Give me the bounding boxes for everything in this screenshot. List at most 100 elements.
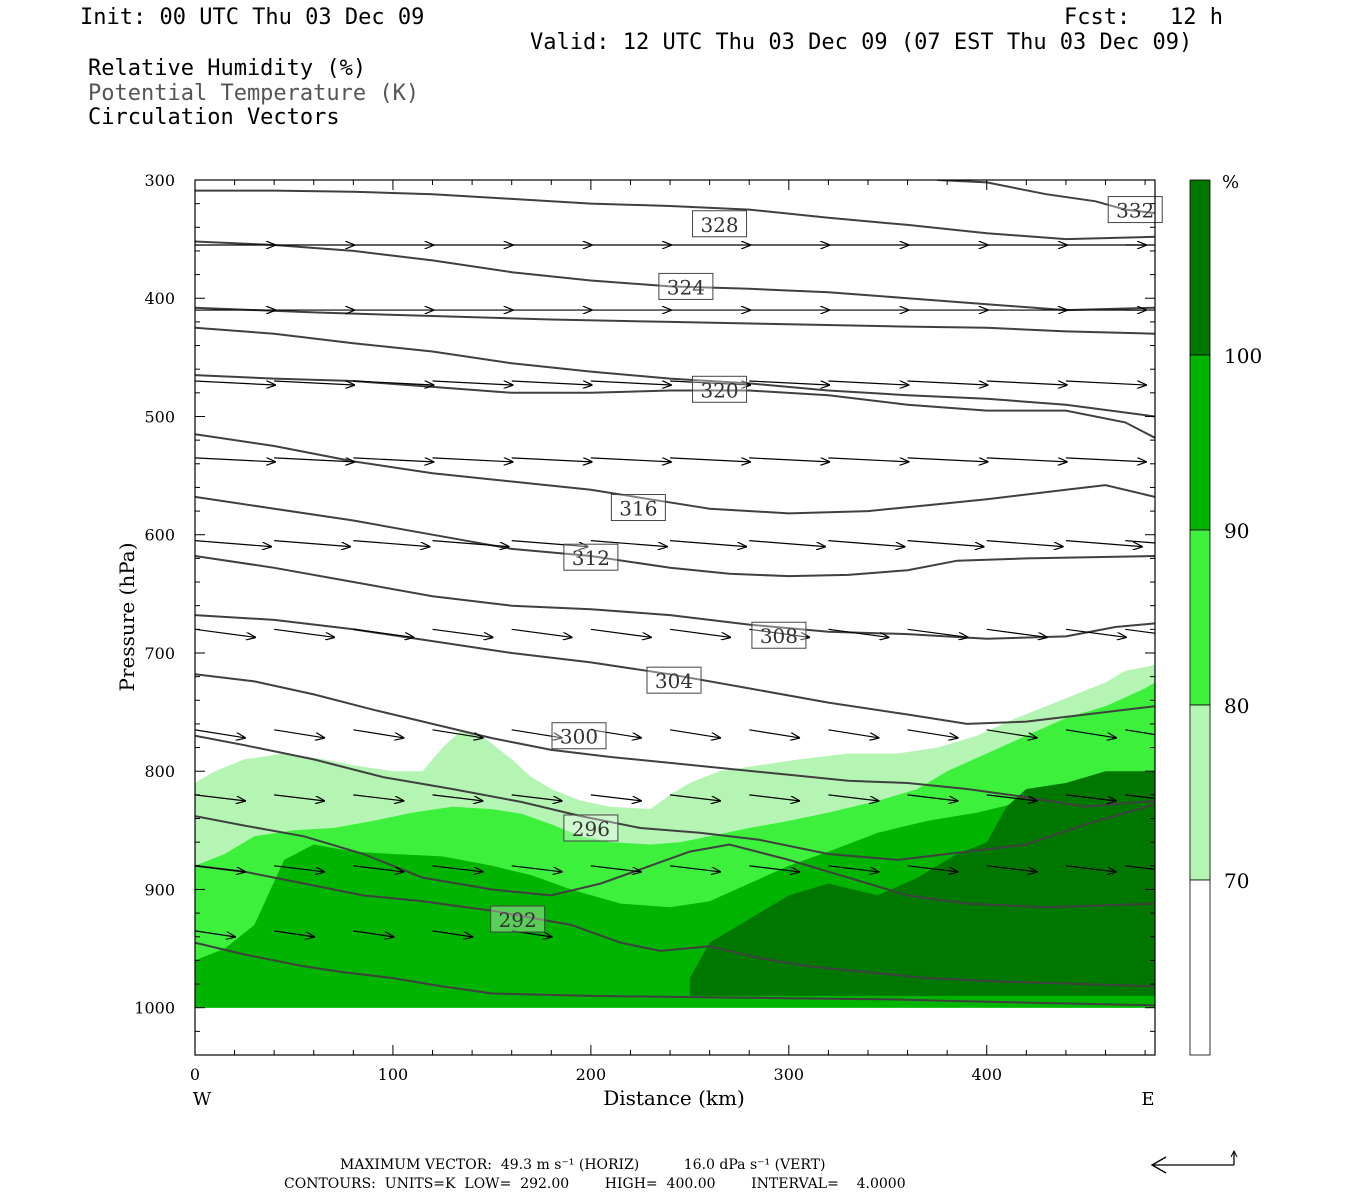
vector-8-8	[828, 865, 878, 872]
vector-4-9	[907, 540, 984, 547]
isentrope-label-332: 332	[1107, 196, 1163, 224]
vector-2-9	[907, 380, 988, 385]
vector-3-8	[828, 457, 908, 462]
vector-4-2	[353, 540, 429, 547]
vector-7-7	[749, 794, 799, 801]
vector-8-6	[669, 865, 720, 872]
vector-5-1	[274, 628, 334, 637]
vector-2-6	[670, 380, 750, 385]
colorbar-label-100: 100	[1224, 344, 1262, 368]
vector-7-8	[828, 794, 878, 801]
isentrope-unlabeled-11	[195, 306, 1155, 335]
x-tick-label-400: 400	[971, 1065, 1002, 1084]
vector-7-3	[432, 794, 483, 801]
vector-4-3	[432, 540, 509, 547]
plot-frame	[194, 179, 1156, 1056]
vector-8-5	[590, 865, 641, 872]
vector-6-2	[353, 729, 403, 738]
vector-4-7	[749, 540, 825, 547]
rh-shading	[195, 664, 1155, 1008]
colorbar-segment-0	[1189, 179, 1211, 356]
vector-5-4	[511, 628, 572, 637]
vector-9-0	[195, 930, 235, 937]
vector-2-8	[828, 380, 908, 385]
svg-text:304: 304	[655, 669, 693, 693]
vector-4-8	[828, 540, 904, 547]
isentrope-label-316: 316	[610, 494, 666, 522]
vector-6-11	[1065, 729, 1116, 738]
isentrope-316	[195, 433, 1155, 515]
isentrope-label-304: 304	[646, 666, 702, 694]
west-label: W	[193, 1089, 212, 1110]
colorbar-label-90: 90	[1224, 519, 1249, 543]
vector-4-12	[1125, 540, 1155, 544]
svg-text:332: 332	[1116, 199, 1154, 223]
vector-5-3	[432, 628, 493, 637]
vector-3-6	[670, 457, 750, 462]
vector-4-6	[670, 540, 746, 547]
isentrope-312	[195, 495, 1155, 578]
vector-6-4	[511, 729, 562, 738]
vector-2-7	[749, 380, 829, 385]
svg-text:324: 324	[667, 275, 705, 299]
forecast-hour: Fcst: 12 h	[1064, 5, 1223, 30]
vector-7-0	[195, 794, 245, 801]
isentrope-label-296: 296	[563, 814, 619, 842]
vector-5-6	[669, 628, 730, 637]
svg-text:328: 328	[700, 213, 738, 237]
y-tick-label-600: 600	[144, 526, 175, 545]
vector-4-1	[274, 540, 350, 547]
x-tick-label-300: 300	[774, 1065, 805, 1084]
vector-7-2	[353, 794, 403, 801]
y-tick-label-700: 700	[144, 644, 175, 663]
y-tick-label-300: 300	[144, 171, 175, 190]
vector-2-5	[590, 380, 671, 385]
colorbar-label-70: 70	[1224, 869, 1249, 893]
vector-9-2	[353, 930, 393, 937]
vector-5-0	[195, 628, 255, 637]
vector-7-4	[511, 794, 562, 801]
vector-3-10	[986, 457, 1067, 462]
isentrope-328	[195, 189, 1155, 241]
isentrope-308	[195, 555, 1155, 640]
svg-text:292: 292	[499, 908, 537, 932]
vector-8-10	[986, 865, 1037, 872]
y-tick-label-1000: 1000	[134, 999, 175, 1018]
x-tick-label-0: 0	[190, 1065, 200, 1084]
vector-6-6	[669, 729, 720, 738]
y-tick-label-500: 500	[144, 407, 175, 426]
circulation-vectors	[195, 245, 1155, 937]
vector-7-10	[986, 794, 1037, 801]
vector-3-3	[432, 457, 513, 462]
vector-3-4	[511, 457, 592, 462]
svg-text:316: 316	[619, 497, 657, 521]
vector-4-5	[590, 540, 667, 547]
rh-region-100+	[689, 771, 1155, 996]
vector-3-11	[1065, 457, 1146, 462]
field-potential-temperature: Potential Temperature (K)	[88, 81, 420, 106]
isentrope-296	[195, 815, 1155, 909]
axes: 300 400 500 600 700 800 900 1000 0 100 200 300 400	[134, 171, 1155, 1084]
colorbar-segment-4	[1189, 879, 1211, 1056]
vector-2-0	[195, 380, 275, 385]
vector-8-12	[1125, 865, 1155, 870]
colorbar-segment-2	[1189, 529, 1211, 706]
vector-3-1	[274, 457, 354, 462]
y-tick-label-900: 900	[144, 880, 175, 899]
isentrope-label-312: 312	[563, 543, 619, 571]
vector-5-9	[907, 628, 968, 637]
vector-2-11	[1065, 380, 1146, 385]
vector-2-4	[511, 380, 592, 385]
isentrope-292	[195, 941, 1155, 1007]
vector-3-2	[353, 457, 433, 462]
colorbar-segment-3	[1189, 704, 1211, 881]
vector-9-3	[432, 930, 473, 937]
isentrope-324	[195, 326, 1155, 418]
init-time: Init: 00 UTC Thu 03 Dec 09	[80, 5, 425, 30]
vector-2-10	[986, 380, 1067, 385]
isentrope-332	[937, 180, 1155, 215]
isentrope-label-292: 292	[490, 905, 546, 933]
svg-text:308: 308	[760, 624, 798, 648]
vector-3-9	[907, 457, 988, 462]
vector-5-2	[353, 628, 413, 637]
